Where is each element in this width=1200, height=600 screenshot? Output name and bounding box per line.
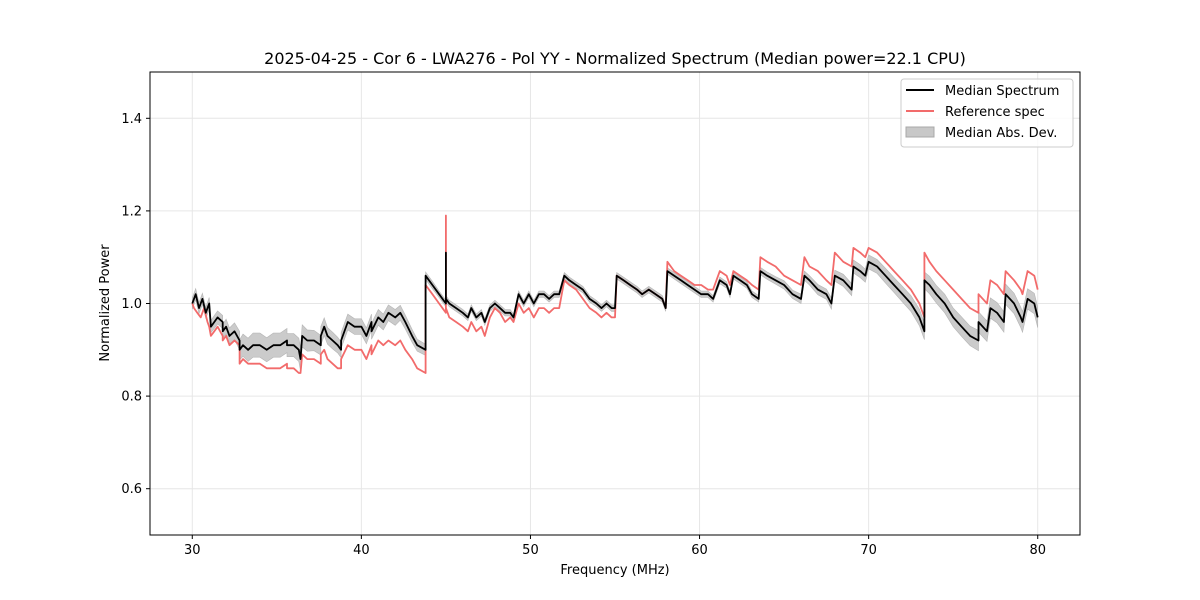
y-axis-ticks: 0.6 0.8 1.0 1.2 1.4 <box>121 112 150 497</box>
y-tick-label: 1.4 <box>121 112 142 127</box>
x-tick-label: 70 <box>860 543 877 558</box>
x-tick-label: 40 <box>353 543 370 558</box>
reference-spectrum-layer <box>191 214 1039 374</box>
median-spectrum-line <box>191 251 1039 361</box>
y-axis-label: Normalized Power <box>98 244 113 362</box>
chart-title: 2025-04-25 - Cor 6 - LWA276 - Pol YY - N… <box>264 49 966 68</box>
x-tick-label: 50 <box>522 543 539 558</box>
x-tick-label: 80 <box>1029 543 1046 558</box>
x-axis-ticks: 30 40 50 60 70 80 <box>184 535 1046 558</box>
legend-box <box>900 78 1074 148</box>
legend: Median Spectrum Reference spec Median Ab… <box>900 78 1074 148</box>
legend-median-label: Median Spectrum <box>945 84 1059 99</box>
y-tick-label: 1.2 <box>121 204 142 219</box>
legend-reference-label: Reference spec <box>945 105 1045 120</box>
y-tick-label: 1.0 <box>121 297 142 312</box>
median-spectrum-layer <box>191 251 1039 361</box>
legend-mad-label: Median Abs. Dev. <box>945 126 1057 141</box>
y-tick-label: 0.8 <box>121 390 142 405</box>
x-tick-label: 30 <box>184 543 201 558</box>
reference-spectrum-line <box>191 214 1039 374</box>
legend-mad-swatch <box>905 126 935 138</box>
x-tick-label: 60 <box>691 543 708 558</box>
x-axis-label: Frequency (MHz) <box>560 563 669 578</box>
y-tick-label: 0.6 <box>121 482 142 497</box>
